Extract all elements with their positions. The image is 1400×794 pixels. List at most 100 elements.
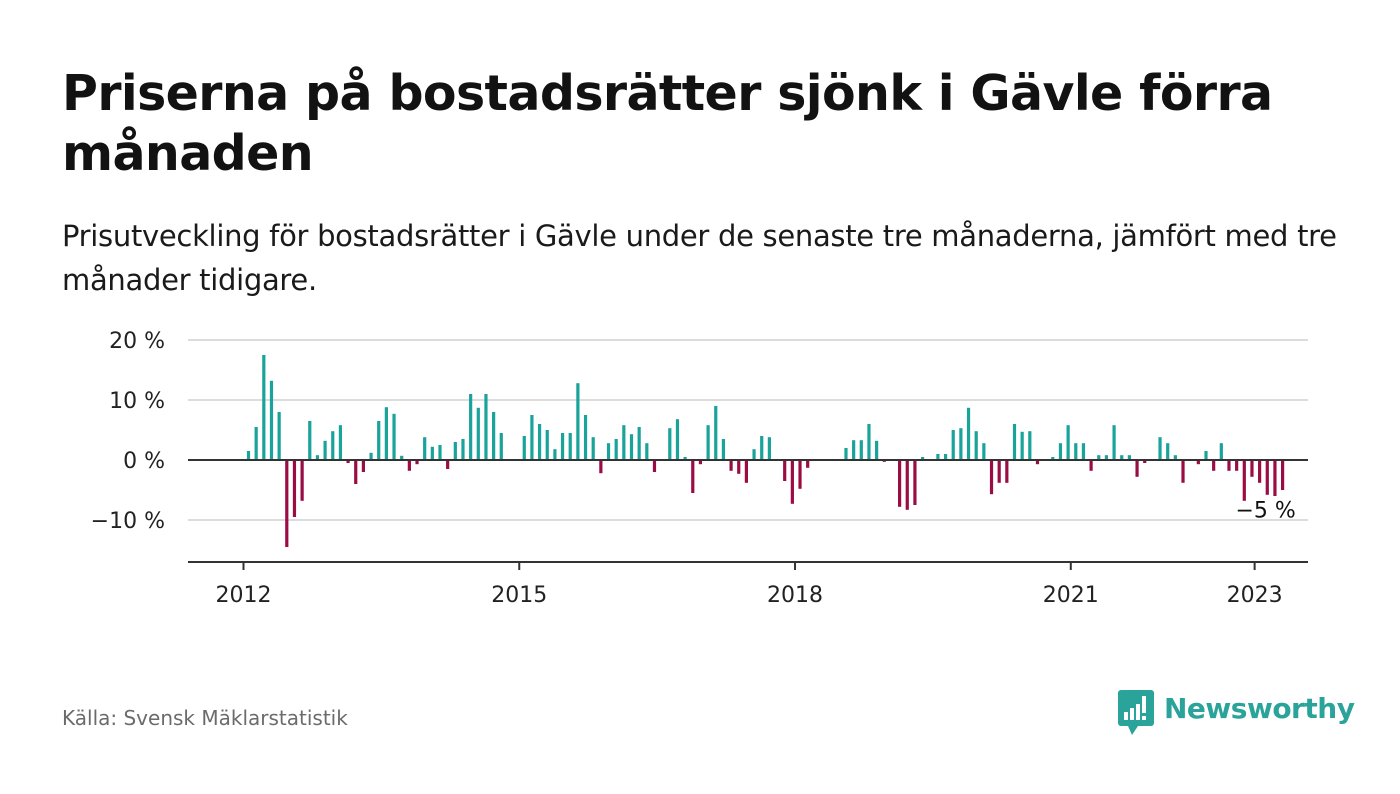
bar (469, 394, 473, 460)
bar (1212, 460, 1216, 471)
bar (377, 421, 381, 460)
bar (499, 433, 503, 460)
bar (1005, 460, 1009, 483)
bar (1204, 451, 1208, 460)
bar (430, 446, 434, 460)
bar (668, 428, 672, 460)
bar (1028, 431, 1032, 460)
bar (943, 454, 948, 460)
bar (323, 440, 327, 460)
bar (698, 460, 703, 465)
y-tick-label: 20 % (109, 329, 165, 354)
bar (269, 380, 274, 460)
bar-chart: 20 % 10 % 0 % −10 % 2012 2015 2018 2021 2023 −5… (91, 329, 1308, 608)
bar (1173, 455, 1177, 460)
bar (729, 460, 733, 471)
bar (637, 427, 641, 460)
bar (277, 412, 281, 460)
y-tick-label: 10 % (109, 389, 165, 414)
bar (568, 433, 572, 460)
bar (262, 355, 266, 460)
bar (898, 460, 902, 507)
bar (760, 436, 764, 460)
bar (875, 440, 879, 460)
source-note: Källa: Svensk Mäklarstatistik (62, 706, 348, 730)
y-tick-label: 0 % (123, 449, 165, 474)
bar (560, 433, 565, 460)
bar (461, 439, 465, 460)
bar (683, 457, 687, 460)
chart-title: Priserna på bostadsrätter sjönk i Gävle … (62, 65, 1273, 182)
bar (423, 437, 427, 460)
bar (438, 445, 442, 460)
bar (974, 431, 978, 460)
bar (629, 434, 634, 460)
bar (913, 460, 917, 505)
bar (905, 460, 909, 510)
bar (384, 407, 388, 460)
bar (476, 407, 480, 460)
bar (1258, 460, 1262, 483)
x-tick-label: 2018 (767, 583, 823, 608)
bar (361, 460, 365, 472)
bar (1242, 460, 1246, 501)
bar (1227, 460, 1231, 471)
x-tick-label: 2021 (1043, 583, 1099, 608)
bar (767, 437, 771, 460)
bar (622, 425, 626, 460)
bar (415, 460, 419, 465)
brand-logo: Newsworthy (1118, 690, 1355, 738)
y-axis-ticks: 20 % 10 % 0 % −10 % (91, 329, 165, 534)
bar (652, 460, 657, 472)
x-axis-ticks: 2012 2015 2018 2021 2023 (216, 562, 1283, 608)
x-tick-label: 2015 (491, 583, 547, 608)
newsworthy-logo-icon (1118, 690, 1154, 735)
bar (645, 443, 649, 460)
bar (1097, 455, 1101, 460)
bar (292, 460, 297, 517)
bar (1250, 460, 1254, 477)
bar (530, 415, 534, 460)
bar (844, 448, 848, 460)
bar (783, 460, 787, 481)
bar (300, 460, 304, 501)
bar (1265, 460, 1269, 495)
bar (752, 449, 756, 460)
brand-name: Newsworthy (1164, 692, 1355, 725)
bars (246, 355, 1285, 547)
bar (997, 460, 1001, 483)
bar (369, 452, 373, 460)
bar (446, 460, 450, 469)
bar (1181, 460, 1185, 483)
bar (675, 419, 680, 460)
bar (545, 430, 549, 460)
bar (392, 413, 396, 460)
bar (936, 454, 940, 460)
bar (691, 460, 695, 493)
bar (744, 460, 748, 483)
bar (1051, 457, 1055, 460)
bar (599, 460, 603, 474)
bar (920, 457, 925, 460)
bar (959, 428, 963, 460)
bar (614, 439, 618, 460)
bar (1089, 460, 1093, 471)
bar (798, 460, 802, 489)
bar (522, 436, 526, 460)
bar (1081, 443, 1086, 460)
bar (354, 460, 358, 484)
bar (852, 440, 856, 460)
bar (484, 394, 488, 460)
bar (338, 425, 343, 460)
bar (1235, 460, 1239, 471)
bar (706, 425, 710, 460)
bar (1166, 443, 1170, 460)
bar (407, 460, 411, 471)
bar (308, 421, 312, 460)
bar (867, 424, 871, 460)
bar (1012, 424, 1017, 460)
x-tick-label: 2023 (1227, 583, 1283, 608)
bar (400, 455, 404, 460)
bar (1035, 460, 1040, 465)
bar (714, 406, 718, 460)
